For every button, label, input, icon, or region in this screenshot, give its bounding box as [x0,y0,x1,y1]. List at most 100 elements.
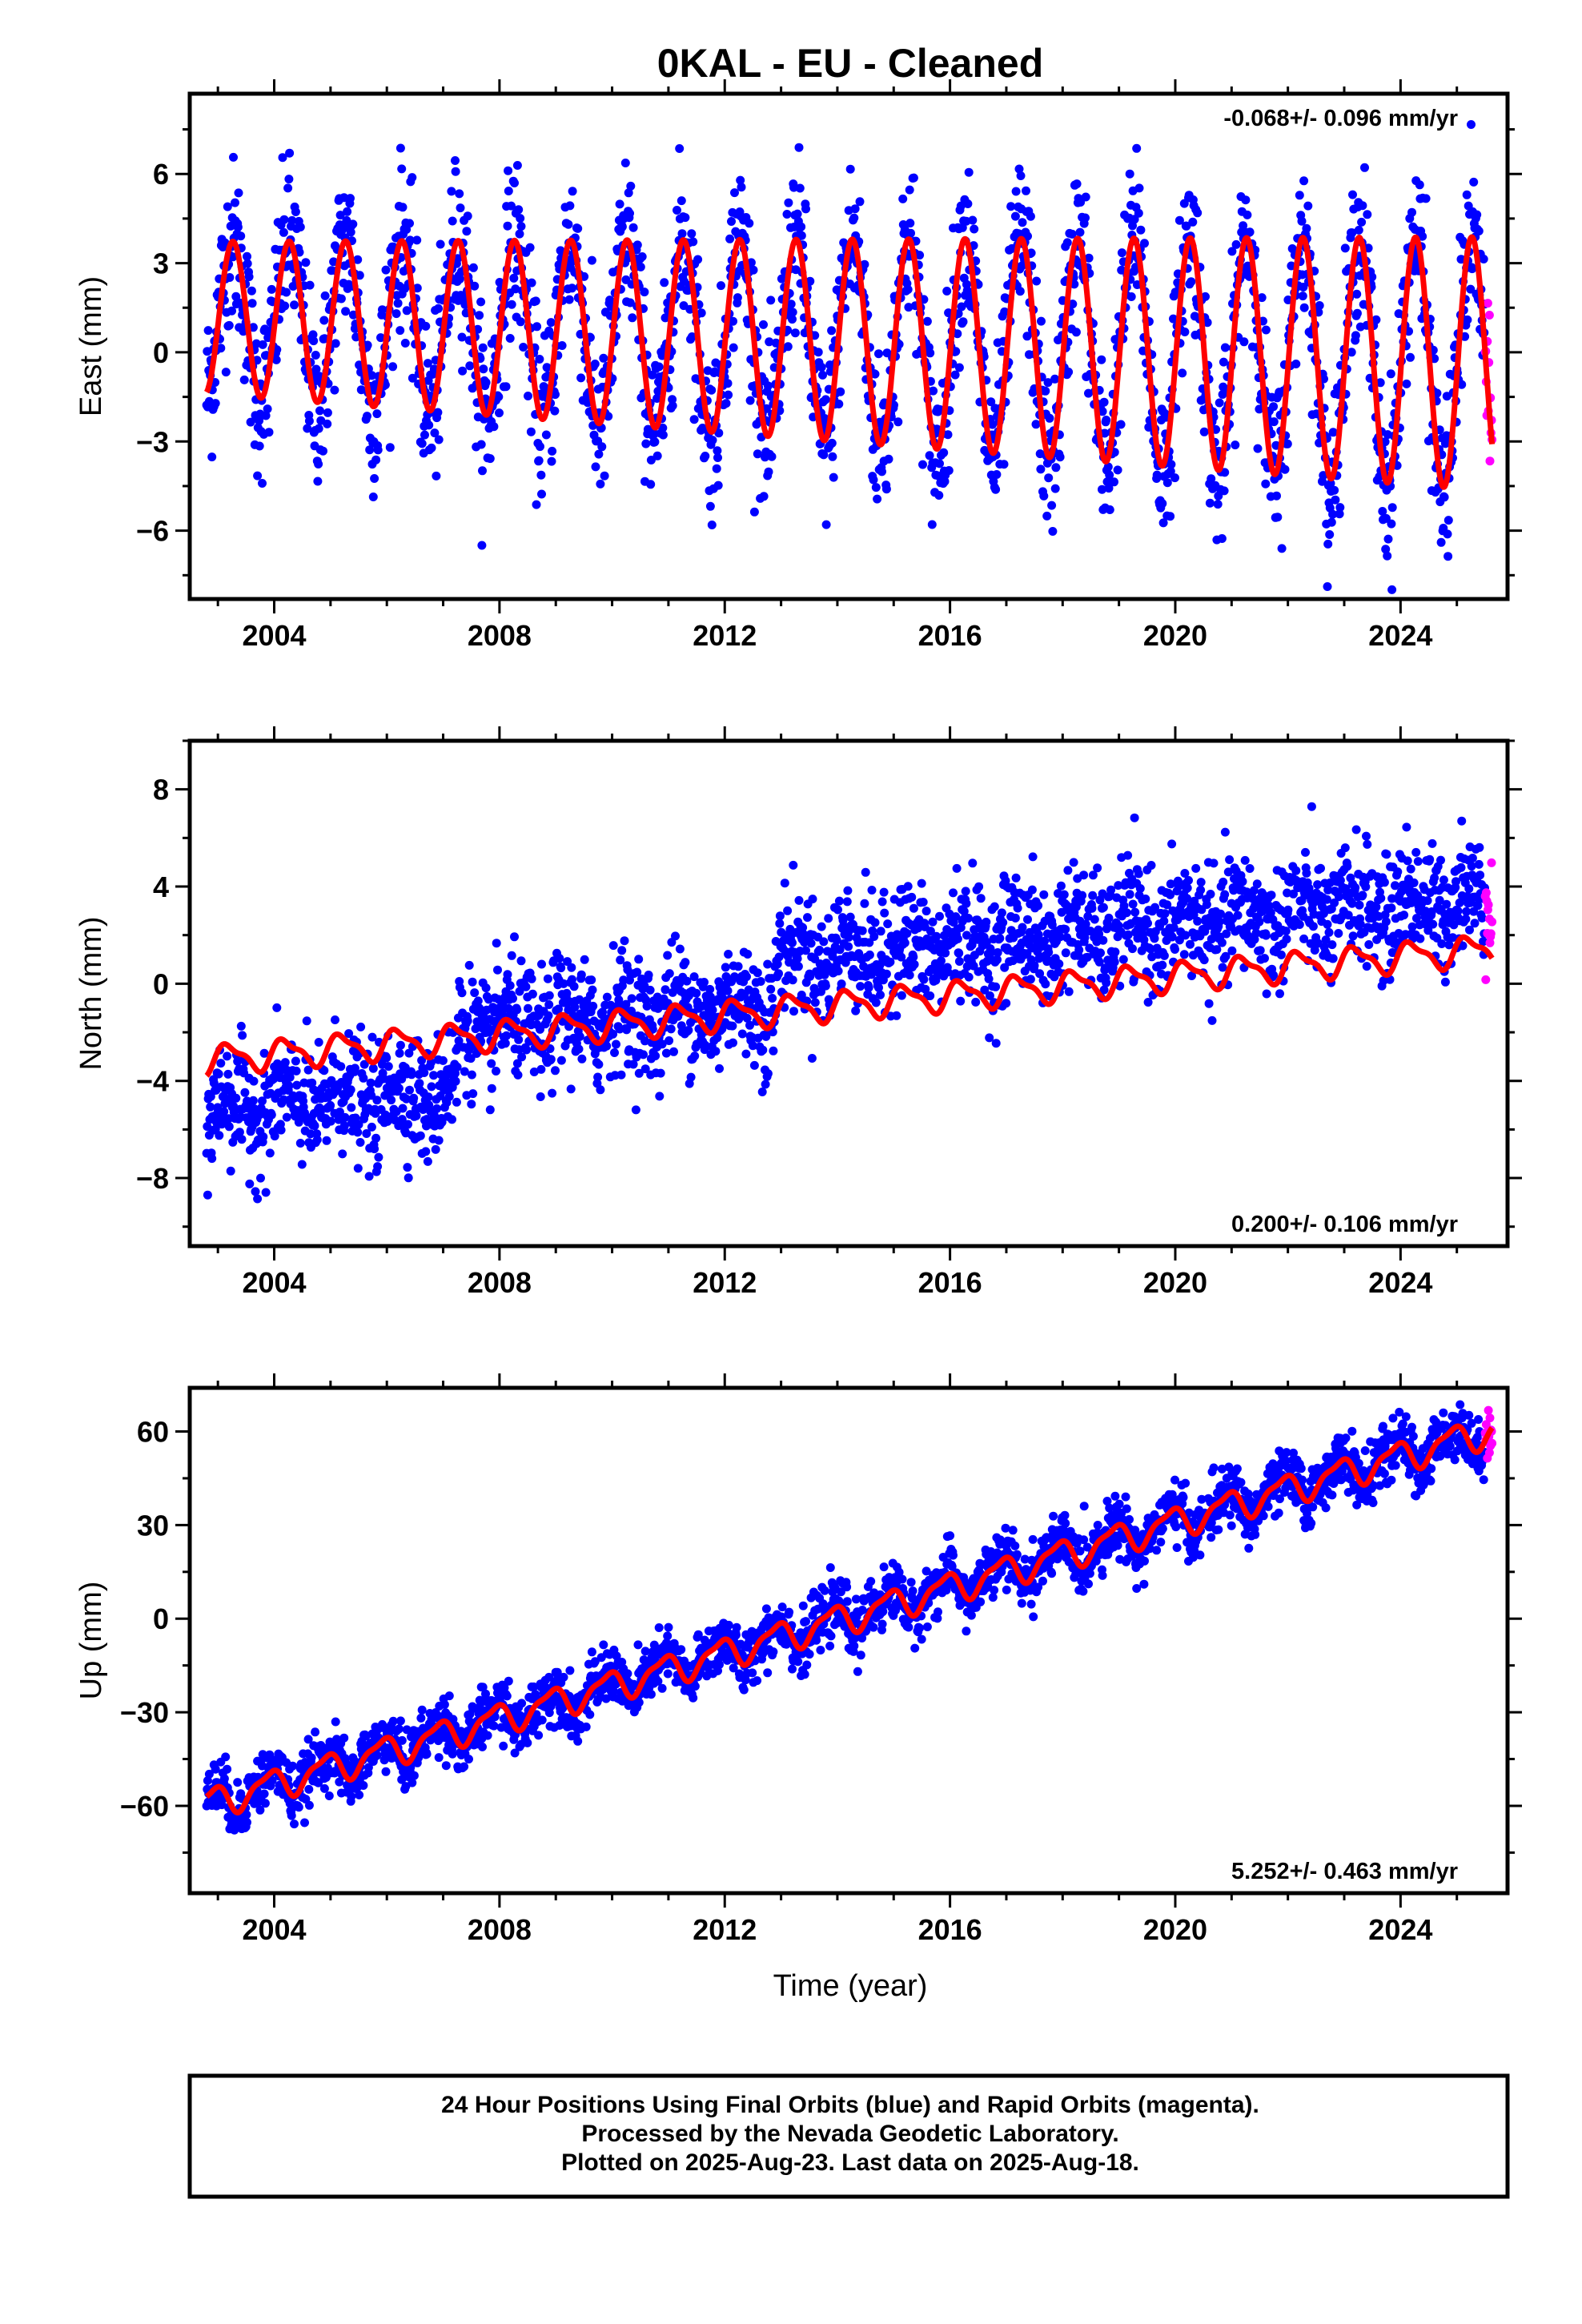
final-orbit-point-north-294 [356,1022,366,1031]
final-orbit-point-north-2217 [1364,940,1374,949]
final-orbit-point-east-1838 [1166,512,1175,521]
final-orbit-point-north-2010 [1255,946,1265,955]
final-orbit-point-north-2212 [1362,831,1371,841]
final-orbit-point-east-335 [378,305,387,315]
final-orbit-point-north-1392 [932,931,942,941]
final-orbit-point-north-323 [371,1133,381,1143]
final-orbit-point-north-1826 [1159,916,1169,926]
final-orbit-point-east-838 [641,439,651,448]
final-orbit-point-north-673 [555,954,564,963]
final-orbit-point-north-2393 [1456,862,1466,872]
final-orbit-point-north-721 [580,955,589,964]
final-orbit-point-east-1521 [999,460,1009,469]
final-orbit-point-north-882 [665,1036,674,1045]
final-orbit-point-east-617 [525,243,535,252]
final-orbit-point-east-315 [367,371,376,380]
final-orbit-point-east-1037 [745,396,755,405]
final-orbit-point-east-741 [590,360,600,368]
final-orbit-point-east-1677 [1081,192,1090,202]
final-orbit-point-east-1177 [819,450,829,460]
final-orbit-point-east-2436 [1479,255,1488,263]
final-orbit-point-east-1504 [990,404,1000,413]
final-orbit-point-east-1428 [950,370,960,380]
final-orbit-point-east-1068 [761,404,771,413]
final-orbit-point-north-1032 [743,950,753,959]
final-orbit-point-east-1360 [915,251,925,260]
final-orbit-point-north-695 [566,1084,576,1094]
final-orbit-point-north-507 [468,977,477,987]
final-orbit-point-north-326 [373,1162,383,1172]
final-orbit-point-east-659 [548,446,557,456]
final-orbit-point-east-2146 [1327,517,1336,527]
final-orbit-point-north-2172 [1340,843,1350,853]
final-orbit-point-east-595 [514,205,524,215]
final-orbit-point-east-1683 [1084,253,1094,263]
final-orbit-point-east-435 [430,428,440,438]
final-orbit-point-north-886 [666,1024,676,1034]
final-orbit-point-east-424 [424,420,434,430]
final-orbit-point-north-1211 [837,979,846,989]
final-orbit-point-north-150 [280,1058,290,1068]
final-orbit-point-east-1779 [1134,183,1144,193]
final-orbit-point-east-2192 [1351,331,1360,340]
final-orbit-point-east-1117 [788,315,797,324]
final-orbit-point-east-2198 [1354,225,1363,235]
final-orbit-point-north-1251 [857,926,867,935]
final-orbit-point-north-1060 [757,1088,767,1096]
rapid-orbit-point-north-2440 [1481,975,1491,984]
final-orbit-point-east-831 [637,252,647,261]
east-y-tick-label: −6 [136,515,169,548]
final-orbit-point-east-793 [617,222,627,231]
final-orbit-point-north-395 [409,1093,419,1103]
final-orbit-point-east-965 [708,436,717,445]
final-orbit-point-east-483 [455,274,464,283]
final-orbit-point-north-352 [387,1096,396,1105]
final-orbit-point-east-342 [381,265,391,275]
final-orbit-point-north-1066 [761,1080,770,1089]
final-orbit-point-east-106 [258,479,267,488]
final-orbit-point-east-288 [353,255,363,264]
final-orbit-point-east-3 [203,326,213,336]
final-orbit-point-north-582 [507,951,516,960]
final-orbit-point-east-1746 [1117,248,1126,258]
final-orbit-point-north-715 [576,970,586,979]
final-orbit-point-east-678 [557,341,567,350]
final-orbit-point-north-2098 [1302,868,1311,878]
final-orbit-point-east-2098 [1302,223,1311,233]
final-orbit-point-east-638 [536,470,546,480]
final-orbit-point-north-1639 [1061,948,1070,958]
final-orbit-point-north-751 [596,1085,605,1095]
final-orbit-point-east-859 [652,394,662,403]
final-orbit-point-east-533 [481,378,491,388]
final-orbit-point-north-1543 [1010,913,1020,923]
final-orbit-point-north-1912 [1204,999,1214,1008]
final-orbit-point-north-654 [544,991,554,1000]
final-orbit-point-north-1967 [1233,911,1243,920]
final-orbit-point-east-323 [371,455,381,464]
final-orbit-point-north-320 [370,1144,379,1154]
final-orbit-point-north-1436 [954,957,964,966]
final-orbit-point-east-628 [531,296,540,306]
final-orbit-point-east-441 [433,408,443,417]
final-orbit-point-north-383 [403,1163,412,1172]
final-orbit-point-east-1062 [759,320,768,329]
final-orbit-point-east-2020 [1261,479,1271,489]
final-orbit-point-east-1552 [1015,287,1025,296]
final-orbit-point-east-482 [455,189,464,199]
final-orbit-point-east-311 [365,445,375,455]
final-orbit-point-east-107 [258,340,267,349]
final-orbit-point-east-48 [227,306,236,316]
final-orbit-point-east-1861 [1178,368,1187,378]
final-orbit-point-north-2138 [1323,919,1332,929]
final-orbit-point-north-121 [265,1148,275,1158]
final-orbit-point-east-124 [267,284,276,294]
final-orbit-point-north-1093 [775,919,785,928]
final-orbit-point-north-41 [223,1069,233,1079]
final-orbit-point-east-742 [591,462,600,472]
final-orbit-point-north-2413 [1467,862,1476,871]
final-orbit-point-north-1285 [876,990,885,999]
final-orbit-point-east-2185 [1347,228,1357,238]
final-orbit-point-north-1897 [1196,878,1206,887]
final-orbit-point-east-498 [463,211,472,221]
final-orbit-point-east-2262 [1387,503,1397,513]
